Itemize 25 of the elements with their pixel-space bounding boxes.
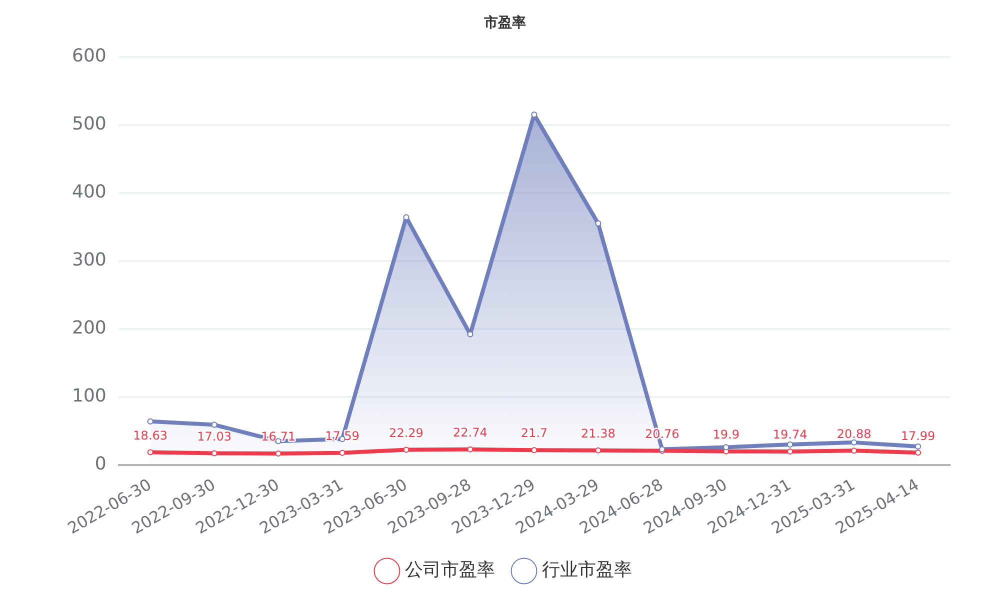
- y-tick-label: 0: [94, 454, 106, 475]
- chart-title: 市盈率: [483, 14, 526, 32]
- data-label: 17.03: [197, 429, 232, 444]
- point: [915, 444, 922, 450]
- data-label: 21.38: [580, 426, 616, 440]
- data-label: 20.88: [836, 426, 872, 441]
- data-label: 22.29: [389, 426, 424, 440]
- y-tick-label: 500: [72, 113, 106, 134]
- point: [915, 450, 922, 456]
- point: [595, 220, 602, 226]
- y-tick-label: 300: [72, 250, 106, 271]
- data-label: 21.7: [520, 426, 548, 440]
- legend-label: 行业市盈率: [542, 560, 632, 581]
- y-tick-label: 400: [72, 182, 106, 202]
- y-tick-label: 600: [72, 45, 106, 66]
- data-label: 18.63: [133, 428, 168, 442]
- y-tick-label: 100: [72, 386, 106, 407]
- point: [147, 449, 154, 456]
- y-tick-label: 200: [72, 318, 106, 339]
- data-label: 19.9: [712, 427, 740, 442]
- data-label: 19.74: [772, 428, 808, 442]
- data-label: 22.74: [453, 426, 488, 440]
- legend-label: 公司市盈率: [405, 560, 495, 581]
- point: [147, 418, 154, 424]
- data-label: 17.99: [900, 428, 936, 443]
